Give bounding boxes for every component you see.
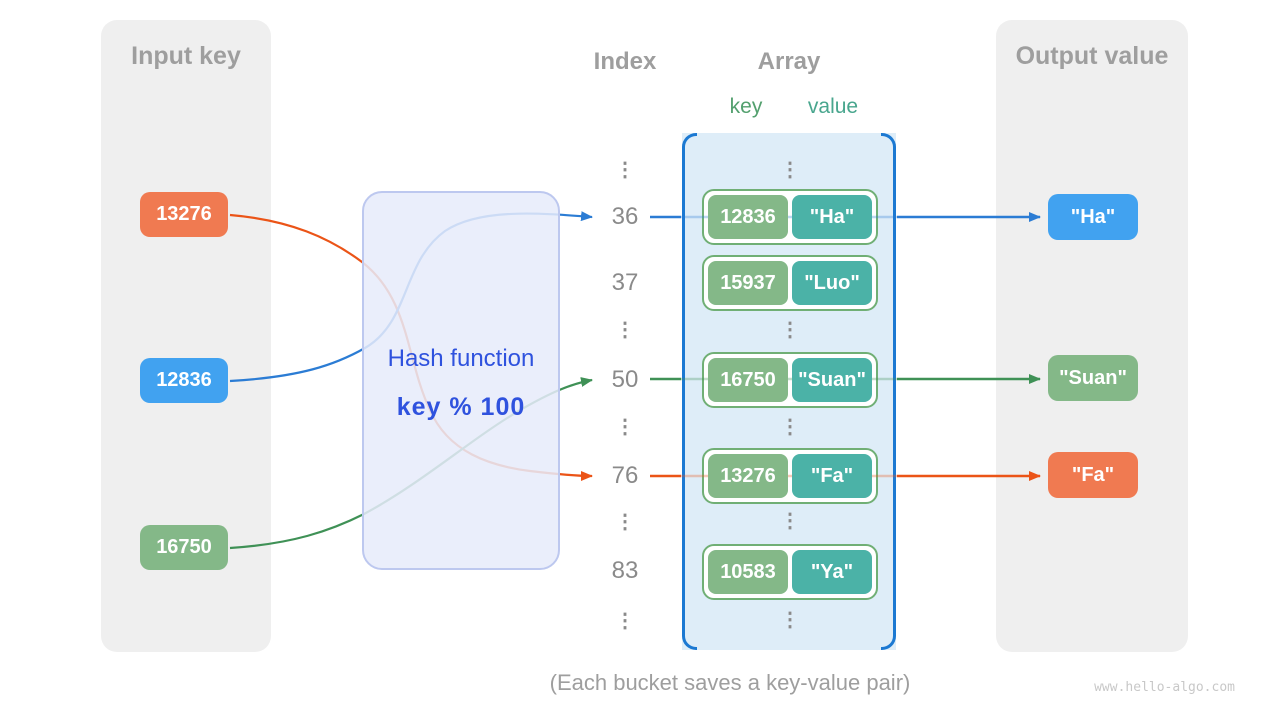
index-ellipsis: ⋮ (615, 511, 635, 533)
value-column-label: value (807, 95, 859, 118)
bucket-index-76: 13276 "Fa" (702, 448, 878, 504)
array-ellipsis: ⋮ (780, 510, 800, 532)
input-key-12836: 12836 (140, 358, 228, 403)
array-ellipsis: ⋮ (780, 159, 800, 181)
index-ellipsis: ⋮ (615, 610, 635, 632)
index-ellipsis: ⋮ (615, 319, 635, 341)
bucket-key: 13276 (708, 454, 788, 498)
bucket-value: "Ha" (792, 195, 872, 239)
watermark: www.hello-algo.com (1094, 680, 1235, 695)
bucket-index-36: 12836 "Ha" (702, 189, 878, 245)
output-value-fa: "Fa" (1048, 452, 1138, 498)
index-ellipsis: ⋮ (615, 159, 635, 181)
output-value-suan: "Suan" (1048, 355, 1138, 401)
bucket-key: 16750 (708, 358, 788, 402)
hash-function-formula: key % 100 (396, 393, 526, 421)
output-value-title: Output value (1015, 42, 1169, 70)
index-83: 83 (611, 557, 639, 584)
bucket-index-83: 10583 "Ya" (702, 544, 878, 600)
hash-function-box: Hash function key % 100 (362, 191, 560, 570)
index-37: 37 (611, 269, 639, 296)
array-right-bracket (881, 133, 896, 650)
array-header: Array (757, 48, 821, 75)
output-value-panel (996, 20, 1188, 652)
array-ellipsis: ⋮ (780, 609, 800, 631)
bucket-value: "Fa" (792, 454, 872, 498)
input-key-16750: 16750 (140, 525, 228, 570)
bucket-index-37: 15937 "Luo" (702, 255, 878, 311)
bucket-key: 12836 (708, 195, 788, 239)
index-header: Index (593, 48, 657, 75)
caption: (Each bucket saves a key-value pair) (549, 670, 911, 695)
index-ellipsis: ⋮ (615, 416, 635, 438)
index-50: 50 (611, 366, 639, 393)
key-column-label: key (729, 95, 763, 118)
index-76: 76 (611, 462, 639, 489)
input-key-13276: 13276 (140, 192, 228, 237)
bucket-key: 10583 (708, 550, 788, 594)
output-value-ha: "Ha" (1048, 194, 1138, 240)
bucket-index-50: 16750 "Suan" (702, 352, 878, 408)
bucket-key: 15937 (708, 261, 788, 305)
array-left-bracket (682, 133, 697, 650)
bucket-value: "Suan" (792, 358, 872, 402)
input-key-title: Input key (131, 42, 241, 70)
index-36: 36 (611, 203, 639, 230)
bucket-value: "Luo" (792, 261, 872, 305)
hash-function-label: Hash function (387, 345, 535, 372)
bucket-value: "Ya" (792, 550, 872, 594)
array-ellipsis: ⋮ (780, 416, 800, 438)
array-ellipsis: ⋮ (780, 319, 800, 341)
